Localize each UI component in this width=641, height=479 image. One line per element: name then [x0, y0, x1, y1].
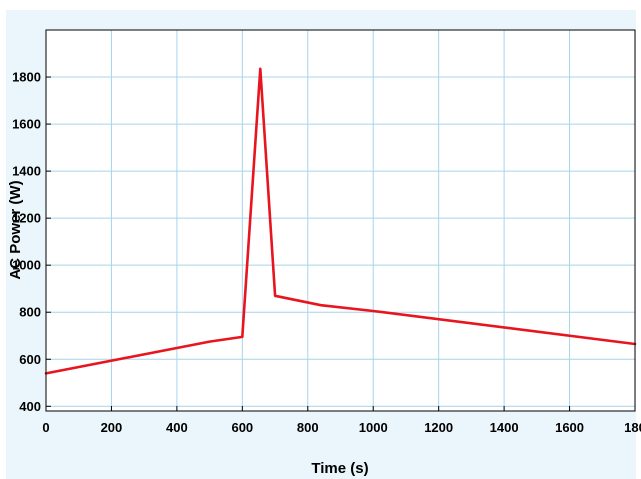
x-tick-label: 1200 — [424, 420, 453, 435]
y-tick-label: 400 — [19, 399, 41, 414]
plot-area — [46, 30, 635, 411]
series-layer — [44, 67, 637, 375]
y-tick-label: 1600 — [12, 117, 41, 132]
y-tick-label: 1200 — [12, 211, 41, 226]
x-tick-label: 180 — [624, 420, 641, 435]
y-tick-label: 1400 — [12, 164, 41, 179]
x-tick-label: 800 — [297, 420, 319, 435]
y-axis-label: AC Power (W) — [7, 180, 24, 279]
x-axis-label: Time (s) — [311, 460, 368, 477]
x-tick-label: 0 — [42, 420, 49, 435]
series-line-0 — [44, 67, 637, 375]
tick-labels: 0 200 400 600 800 1000 1200 1400 1600 180 400 600 80… — [12, 70, 641, 435]
axis-box — [45, 29, 636, 412]
y-tick-label: 1800 — [12, 70, 41, 85]
axes — [45, 29, 636, 412]
y-tick-label: 1000 — [12, 258, 41, 273]
x-tick-label: 1600 — [555, 420, 584, 435]
x-tick-label: 1400 — [490, 420, 519, 435]
x-tick-label: 400 — [166, 420, 188, 435]
x-tick-label: 200 — [101, 420, 123, 435]
x-tick-label: 600 — [231, 420, 253, 435]
x-tick-label: 1000 — [359, 420, 388, 435]
y-tick-label: 800 — [19, 305, 41, 320]
y-tick-label: 600 — [19, 352, 41, 367]
